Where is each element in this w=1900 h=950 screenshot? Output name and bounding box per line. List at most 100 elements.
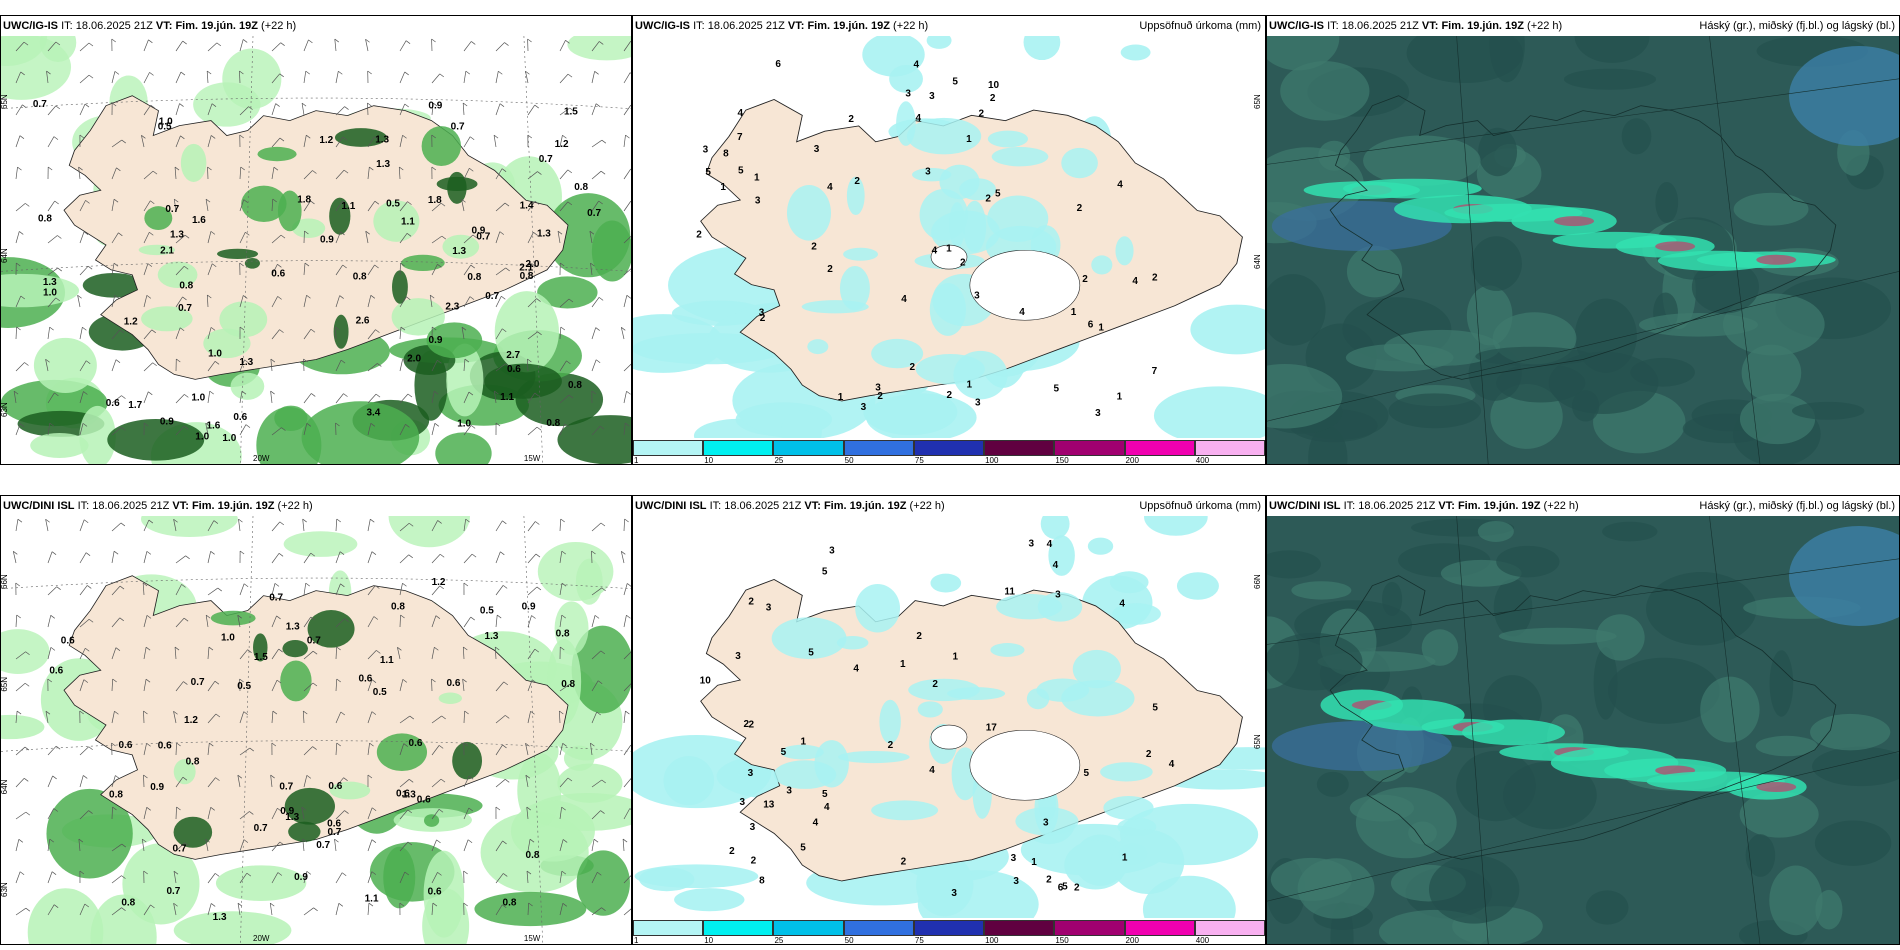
accum-value: 7 [737, 132, 743, 143]
precip-value: 0.7 [316, 840, 330, 851]
precip-value: 0.9 [429, 335, 443, 346]
panel-subtitle: Háský (gr.), miðský (fj.bl.) og lágský (… [1699, 20, 1895, 32]
accum-value: 2 [751, 855, 757, 866]
accum-value: 3 [861, 402, 867, 413]
panel-bot-left: UWC/DINI ISL IT: 18.06.2025 21Z VT: Fim.… [0, 495, 632, 945]
map-canvas [1267, 36, 1899, 464]
precip-value: 2.7 [506, 350, 520, 361]
accum-value: 4 [916, 113, 922, 124]
precip-value: 0.6 [271, 269, 285, 280]
accum-value: 3 [1055, 590, 1061, 601]
accum-value: 11 [1004, 586, 1015, 597]
colorbar-tick: 75 [914, 456, 924, 465]
accum-value: 3 [829, 545, 835, 556]
precip-value: 0.7 [269, 593, 283, 604]
colorbar-segment [1054, 920, 1125, 936]
accum-value: 3 [951, 888, 957, 899]
precip-values: 0.62.30.90.71.00.81.31.12.11.61.41.31.02… [33, 99, 602, 444]
map-canvas: 66N65N2233134233845513113423175421353244… [633, 516, 1265, 918]
precip-value: 0.8 [467, 272, 481, 283]
precip-value: 0.6 [49, 666, 63, 677]
precip-value: 0.7 [279, 781, 293, 792]
accum-value: 4 [1047, 539, 1053, 550]
accum-value: 4 [1117, 179, 1123, 190]
precip-value: 0.7 [476, 231, 490, 242]
colorbar: 1 10 25 50 75 100 150 200 400 [633, 918, 1265, 944]
accum-value: 1 [1031, 857, 1037, 868]
precip-value: 1.0 [191, 393, 205, 404]
precip-value: 0.6 [233, 412, 247, 423]
lat-label: 64N [1253, 254, 1262, 269]
accum-value: 2 [947, 390, 953, 401]
land-precip-shading [138, 126, 483, 376]
wind-barbs [12, 518, 631, 916]
precip-wind-map: 65N 64N 63N 20W 15W 0.6 2.3 0.9 0.7 1.0 0.8 1.3 1.1 2… [1, 36, 631, 464]
accum-value: 8 [759, 876, 765, 887]
colorbar-tick: 150 [1055, 936, 1069, 945]
accum-value: 4 [932, 245, 938, 256]
graticule [1267, 36, 1899, 464]
precip-value: 1.0 [195, 431, 209, 442]
accum-value: 10 [988, 80, 1000, 91]
precip-value: 3.4 [366, 408, 380, 419]
precip-value: 0.7 [178, 303, 192, 314]
cloud-texture [1267, 36, 1892, 464]
precip-value: 1.0 [43, 288, 57, 299]
colorbar-tick: 50 [844, 456, 854, 465]
accum-value: 1 [946, 244, 952, 255]
accum-value: 3 [786, 785, 792, 796]
accum-value: 3 [755, 195, 761, 206]
accum-value: 2 [985, 193, 991, 204]
accum-value: 6 [1058, 882, 1064, 893]
panel-top-left: UWC/IG-IS IT: 18.06.2025 21Z VT: Fim. 19… [0, 15, 632, 465]
precip-value: 1.2 [555, 139, 569, 150]
colorbar-tick: 50 [844, 936, 854, 945]
precip-value: 1.1 [500, 392, 514, 403]
precip-value: 0.7 [165, 204, 179, 215]
accum-value: 1 [801, 736, 807, 747]
precip-value: 1.1 [401, 216, 415, 227]
panel-title: UWC/IG-IS IT: 18.06.2025 21Z VT: Fim. 19… [1267, 16, 1899, 36]
high-cloud-band [1303, 178, 1836, 271]
lat-label: 66N [1, 574, 9, 589]
accum-value: 2 [729, 846, 735, 857]
colorbar-tick: 150 [1055, 456, 1069, 465]
precip-value: 1.4 [520, 200, 534, 211]
accum-value: 4 [853, 664, 859, 675]
accum-value: 3 [925, 167, 931, 178]
accum-value: 5 [808, 647, 814, 658]
panel-subtitle: Uppsöfnuð úrkoma (mm) [1139, 20, 1261, 32]
precip-value: 1.5 [254, 652, 268, 663]
colorbar-tick: 1 [634, 456, 639, 465]
iceland-outline [1329, 575, 1837, 860]
precip-value: 0.6 [358, 673, 372, 684]
accum-value: 3 [703, 144, 709, 155]
accum-value: 1 [966, 380, 972, 391]
colorbar-segment [773, 920, 844, 936]
panel-title: UWC/DINI ISL IT: 18.06.2025 21Z VT: Fim.… [1267, 496, 1899, 516]
panel-top-right: UWC/IG-IS IT: 18.06.2025 21Z VT: Fim. 19… [1266, 15, 1900, 465]
cloud-cover-map [1267, 36, 1899, 464]
panel-title: UWC/DINI ISL IT: 18.06.2025 21Z VT: Fim.… [1, 496, 631, 516]
accum-value: 4 [1053, 560, 1059, 571]
precip-value: 0.5 [158, 122, 172, 133]
lat-label: 63N [1, 402, 9, 417]
precip-value: 0.6 [447, 678, 461, 689]
precip-value: 0.5 [373, 687, 387, 698]
precip-value: 0.8 [391, 601, 405, 612]
precip-value: 1.3 [213, 912, 227, 923]
precip-value: 1.3 [376, 159, 390, 170]
colorbar-segment [984, 920, 1055, 936]
high-cloud-band [1320, 689, 1807, 800]
accum-value: 2 [696, 229, 702, 240]
lon-label: 15W [524, 454, 541, 463]
precip-value: 1.8 [428, 195, 442, 206]
accum-value: 2 [979, 108, 985, 119]
accum-value: 5 [952, 77, 958, 88]
accum-value: 5 [800, 843, 806, 854]
colorbar-segment [913, 920, 985, 936]
accum-value: 4 [1119, 599, 1125, 610]
colorbar-tick: 25 [774, 456, 784, 465]
